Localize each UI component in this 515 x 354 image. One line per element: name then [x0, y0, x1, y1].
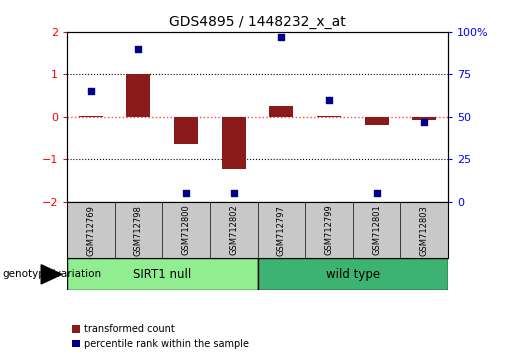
- Bar: [79, 116, 102, 117]
- Bar: [317, 116, 341, 117]
- Text: GSM712801: GSM712801: [372, 205, 381, 256]
- Point: [87, 88, 95, 94]
- Point: [420, 119, 428, 125]
- Bar: [174, 117, 198, 144]
- Bar: [413, 117, 436, 120]
- Text: GSM712798: GSM712798: [134, 205, 143, 256]
- Text: genotype/variation: genotype/variation: [3, 269, 101, 279]
- Bar: [258, 258, 448, 290]
- Text: GSM712769: GSM712769: [87, 205, 95, 256]
- Bar: [269, 106, 293, 117]
- Point: [325, 97, 333, 103]
- Text: GSM712803: GSM712803: [420, 205, 428, 256]
- Point: [372, 190, 381, 196]
- Text: GSM712802: GSM712802: [229, 205, 238, 256]
- Text: SIRT1 null: SIRT1 null: [133, 268, 192, 281]
- Point: [134, 46, 143, 52]
- Point: [182, 190, 190, 196]
- Point: [277, 34, 285, 40]
- Text: GSM712797: GSM712797: [277, 205, 286, 256]
- Text: wild type: wild type: [325, 268, 380, 281]
- Bar: [127, 74, 150, 117]
- Title: GDS4895 / 1448232_x_at: GDS4895 / 1448232_x_at: [169, 16, 346, 29]
- Bar: [67, 258, 258, 290]
- Point: [230, 190, 238, 196]
- Text: GSM712799: GSM712799: [324, 205, 333, 256]
- Bar: [365, 117, 388, 125]
- Legend: transformed count, percentile rank within the sample: transformed count, percentile rank withi…: [72, 324, 249, 349]
- Bar: [222, 117, 246, 169]
- Text: GSM712800: GSM712800: [182, 205, 191, 256]
- Polygon shape: [41, 265, 62, 284]
